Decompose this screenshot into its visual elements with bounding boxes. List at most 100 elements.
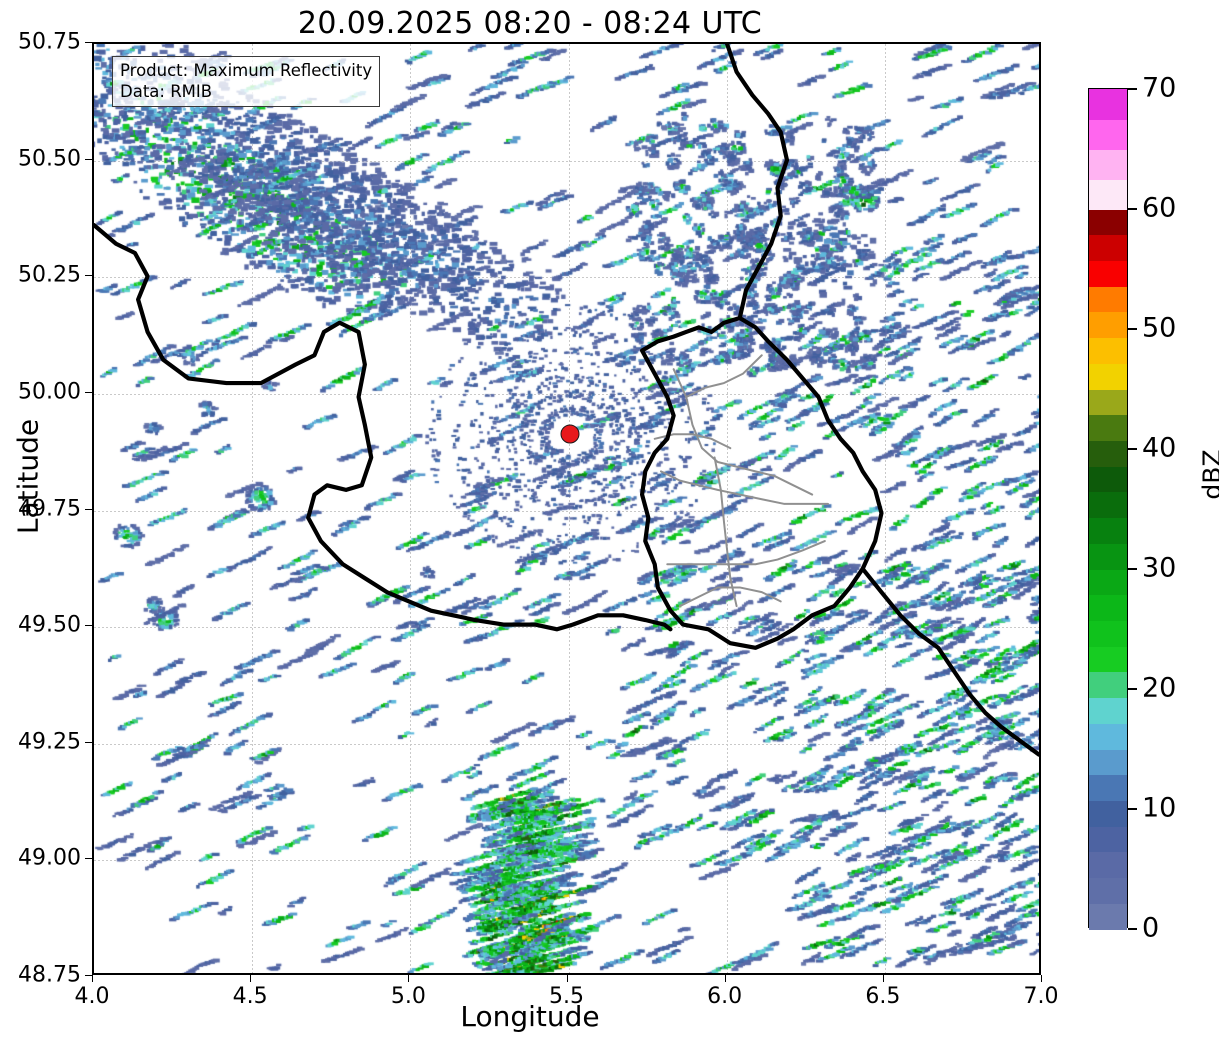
colorbar-tick <box>1128 328 1137 330</box>
colorbar-band <box>1089 311 1127 339</box>
y-axis-tick-label: 50.25 <box>18 262 81 288</box>
colorbar-tick-label: 50 <box>1142 312 1177 344</box>
x-axis-tick-label: 5.5 <box>549 984 584 1009</box>
x-axis-tick <box>566 975 568 982</box>
y-axis-tick-label: 50.00 <box>18 379 81 405</box>
x-axis-tick <box>724 975 726 982</box>
colorbar-band <box>1089 491 1127 519</box>
colorbar-band <box>1089 800 1127 827</box>
district-borders <box>653 354 829 608</box>
district-border-path <box>713 456 738 608</box>
y-axis-tick-label: 50.50 <box>18 146 81 172</box>
x-axis-tick-label: 6.5 <box>865 984 901 1009</box>
x-axis-tick <box>1041 975 1042 982</box>
colorbar-band <box>1089 851 1127 879</box>
x-axis-tick-label: 4.5 <box>232 984 268 1009</box>
national-borders <box>94 44 1039 757</box>
x-axis-tick-label: 7.0 <box>1023 984 1059 1009</box>
colorbar-band <box>1089 903 1127 930</box>
colorbar-tick <box>1128 208 1137 210</box>
x-axis-tick-label: 4.0 <box>74 984 110 1009</box>
national-border-path <box>94 223 673 632</box>
colorbar-band <box>1089 260 1127 287</box>
colorbar-band <box>1089 646 1127 673</box>
y-axis-tick <box>85 508 92 510</box>
colorbar-tick <box>1128 448 1137 450</box>
map-plot-area: Product: Maximum Reflectivity Data: RMIB <box>92 42 1041 975</box>
colorbar-band <box>1089 826 1127 853</box>
colorbar-tick <box>1128 568 1137 570</box>
colorbar-band <box>1089 594 1127 622</box>
colorbar-tick <box>1128 88 1137 90</box>
colorbar-band <box>1089 234 1127 262</box>
x-axis-tick-label: 5.0 <box>390 984 426 1009</box>
y-axis-tick-label: 48.75 <box>18 962 81 988</box>
colorbar-band <box>1089 389 1127 416</box>
district-border-path <box>672 368 814 496</box>
colorbar-band <box>1089 877 1127 904</box>
colorbar-band <box>1089 337 1127 364</box>
national-border-path <box>639 315 884 650</box>
colorbar-tick <box>1128 808 1137 810</box>
x-axis-tick <box>882 975 884 982</box>
y-axis-tick-label: 49.50 <box>18 612 81 638</box>
district-border-path <box>666 540 826 566</box>
map-borders-layer <box>94 44 1039 757</box>
national-border-path <box>725 44 790 321</box>
y-axis-tick <box>85 741 92 743</box>
colorbar-title: dBZ <box>1197 449 1219 500</box>
colorbar-tick <box>1128 928 1137 930</box>
district-border-path <box>678 586 782 608</box>
colorbar-band <box>1089 466 1127 493</box>
colorbar-tick-label: 70 <box>1142 72 1177 104</box>
y-axis-tick-label: 50.75 <box>18 29 81 55</box>
y-axis-tick-label: 49.75 <box>18 496 81 521</box>
colorbar-tick <box>1128 688 1137 690</box>
colorbar-band <box>1089 89 1127 120</box>
colorbar-band <box>1089 671 1127 699</box>
x-axis-label: Longitude <box>460 1000 600 1033</box>
y-axis-tick <box>85 158 92 160</box>
x-axis-tick <box>250 975 252 982</box>
y-axis-tick-label: 49.25 <box>18 729 81 755</box>
y-axis-tick <box>85 625 92 627</box>
y-axis-tick <box>85 858 92 860</box>
y-axis-tick <box>85 975 92 976</box>
x-axis-tick <box>408 975 410 982</box>
colorbar-band <box>1089 440 1127 467</box>
district-border-path <box>660 470 829 505</box>
colorbar-band <box>1089 209 1127 236</box>
colorbar-band <box>1089 697 1127 724</box>
colorbar-band <box>1089 569 1127 596</box>
product-line: Product: Maximum Reflectivity <box>120 61 373 80</box>
page-title: 20.09.2025 08:20 - 08:24 UTC <box>297 6 763 41</box>
district-border-path <box>685 354 763 398</box>
colorbar-band <box>1089 414 1127 442</box>
colorbar-band <box>1089 774 1127 802</box>
colorbar-tick-label: 10 <box>1142 792 1177 824</box>
colorbar-band <box>1089 363 1127 390</box>
colorbar-band <box>1089 620 1127 647</box>
radar-site-marker <box>560 424 580 444</box>
colorbar-band <box>1089 119 1127 150</box>
colorbar-band <box>1089 749 1127 776</box>
y-axis-tick <box>85 391 92 393</box>
x-axis-tick-label: 6.0 <box>707 984 743 1009</box>
national-border-path <box>860 566 1039 757</box>
y-axis-tick-label: 49.00 <box>18 845 81 871</box>
colorbar-tick-label: 0 <box>1142 912 1160 944</box>
colorbar-tick-label: 40 <box>1142 432 1177 464</box>
colorbar-band <box>1089 723 1127 750</box>
y-axis-tick <box>85 275 92 277</box>
data-source-line: Data: RMIB <box>120 82 213 102</box>
y-axis-tick <box>85 42 92 43</box>
colorbar-band <box>1089 149 1127 180</box>
colorbar <box>1088 88 1128 930</box>
colorbar-band <box>1089 517 1127 544</box>
colorbar-tick-label: 60 <box>1142 192 1177 224</box>
colorbar-tick-label: 20 <box>1142 672 1177 704</box>
colorbar-band <box>1089 286 1127 313</box>
colorbar-band <box>1089 543 1127 570</box>
colorbar-tick-label: 30 <box>1142 552 1177 584</box>
